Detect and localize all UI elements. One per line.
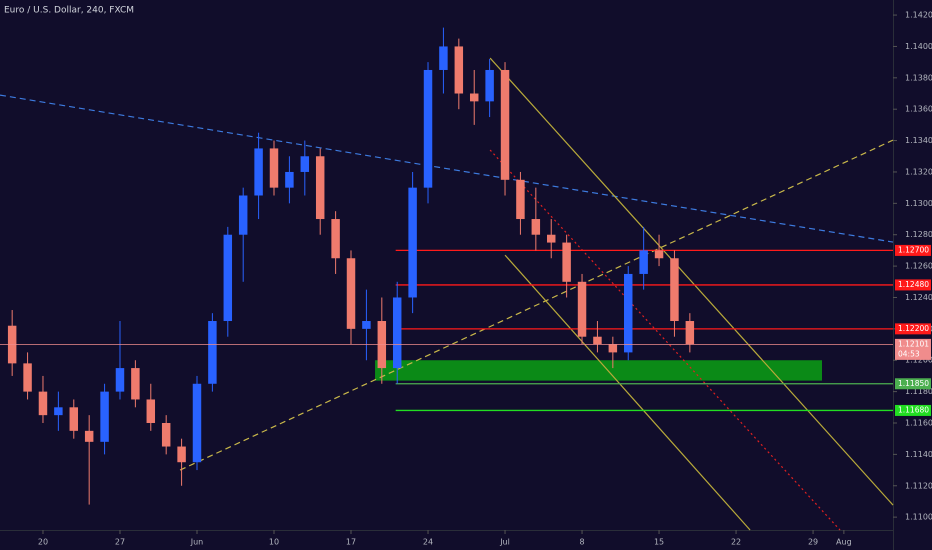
candle-body xyxy=(285,171,294,188)
candle-body xyxy=(423,69,433,188)
plot-area xyxy=(0,27,894,531)
y-tick-label: 1.12800 xyxy=(905,230,932,239)
y-tick-label: 1.13200 xyxy=(905,167,932,176)
candle-body xyxy=(38,391,48,416)
y-tick-label: 1.13800 xyxy=(905,73,932,82)
candle-body xyxy=(454,46,464,94)
x-tick-label: Jul xyxy=(499,538,510,547)
candle-body xyxy=(392,297,402,369)
current-price-box xyxy=(895,338,931,360)
candle-body xyxy=(269,148,279,188)
y-tick-label: 1.11000 xyxy=(905,513,932,522)
y-tick-label: 1.11800 xyxy=(905,387,932,396)
candle-body xyxy=(100,391,109,442)
candle-body xyxy=(84,430,94,442)
trend-line xyxy=(179,139,894,471)
candle-body xyxy=(177,446,186,463)
candle-body xyxy=(516,179,525,220)
x-tick-label: 22 xyxy=(731,538,741,547)
candle-body xyxy=(577,281,587,337)
trend-line xyxy=(0,94,894,243)
candle-body xyxy=(346,258,356,329)
x-tick-label: 24 xyxy=(423,538,433,547)
level-price-label: 1.12480 xyxy=(898,280,929,289)
trend-line xyxy=(489,149,841,531)
candle-body xyxy=(192,383,202,463)
y-tick-label: 1.13400 xyxy=(905,136,932,145)
level-price-label: 1.12700 xyxy=(898,245,929,254)
level-price-label: 1.11680 xyxy=(898,405,929,414)
y-tick-label: 1.13000 xyxy=(905,199,932,208)
y-tick-label: 1.14000 xyxy=(905,42,932,51)
candle-body xyxy=(408,187,417,298)
candle-body xyxy=(562,242,571,282)
candle-body xyxy=(469,93,479,102)
candle-body xyxy=(254,148,263,196)
candle-body xyxy=(115,368,125,392)
x-tick-label: 20 xyxy=(38,538,48,547)
countdown-label: 04:53 xyxy=(898,349,920,358)
candle-body xyxy=(362,321,371,329)
x-tick-label: 27 xyxy=(115,538,125,547)
candle-body xyxy=(331,219,340,259)
y-tick-label: 1.11600 xyxy=(905,418,932,427)
candle-body xyxy=(485,69,494,102)
candle-body xyxy=(69,407,79,431)
candle-body xyxy=(300,156,310,172)
candle-body xyxy=(608,344,618,353)
y-tick-label: 1.11400 xyxy=(905,450,932,459)
level-price-box xyxy=(895,378,931,390)
y-tick-label: 1.12400 xyxy=(905,293,932,302)
y-tick-label: 1.12600 xyxy=(905,262,932,271)
x-tick-label: 29 xyxy=(808,538,818,547)
x-tick-label: 17 xyxy=(346,538,356,547)
y-tick-label: 1.12000 xyxy=(905,356,932,365)
candle-body xyxy=(131,368,140,400)
candle-body xyxy=(593,336,602,345)
y-tick-label: 1.11200 xyxy=(905,481,932,490)
x-tick-label: 10 xyxy=(269,538,279,547)
axes: 1.14200 1.14000 1.13800 1.13600 1.13400 1.132… xyxy=(38,11,932,547)
candle-body xyxy=(223,234,233,322)
candle-body xyxy=(624,273,633,353)
x-tick-label: 8 xyxy=(579,538,584,547)
candle-body xyxy=(546,234,556,243)
candle-body xyxy=(500,69,510,180)
x-tick-label: 15 xyxy=(654,538,664,547)
chart-title: Euro / U.S. Dollar, 240, FXCM xyxy=(4,6,134,16)
level-price-box xyxy=(895,279,931,291)
x-tick-label: Aug xyxy=(836,538,852,547)
candle-body xyxy=(315,156,325,220)
y-tick-label: 1.14200 xyxy=(905,11,932,20)
candle-body xyxy=(439,46,448,70)
trend-line xyxy=(504,254,751,531)
candle-body xyxy=(685,321,695,345)
candle-body xyxy=(161,422,171,447)
candle-body xyxy=(23,363,32,392)
level-price-box xyxy=(895,404,931,416)
candle-body xyxy=(639,250,648,274)
level-price-label: 1.11850 xyxy=(898,379,929,388)
current-price-label: 1.12101 xyxy=(898,339,929,348)
candle-body xyxy=(238,195,248,235)
support-zone xyxy=(375,360,822,381)
level-price-box xyxy=(895,323,931,335)
x-tick-label: Jun xyxy=(190,538,204,547)
level-price-box xyxy=(895,244,931,256)
candle-body xyxy=(531,219,541,235)
candle-body xyxy=(54,407,63,416)
level-price-label: 1.12200 xyxy=(898,324,929,333)
y-tick-label: 1.13600 xyxy=(905,105,932,114)
trend-line xyxy=(489,57,894,506)
candle-body xyxy=(670,258,679,322)
candle-body xyxy=(654,250,664,259)
candle-body xyxy=(146,399,156,423)
candle-body xyxy=(208,321,217,384)
